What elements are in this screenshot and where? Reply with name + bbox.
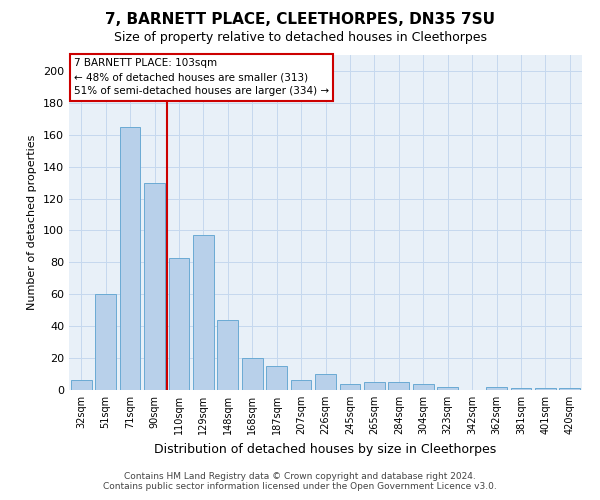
- Bar: [119, 127, 140, 390]
- Bar: [95, 294, 116, 390]
- Bar: [413, 384, 434, 390]
- Bar: [340, 384, 361, 390]
- Bar: [144, 182, 165, 390]
- Y-axis label: Number of detached properties: Number of detached properties: [28, 135, 37, 310]
- Text: 7 BARNETT PLACE: 103sqm
← 48% of detached houses are smaller (313)
51% of semi-d: 7 BARNETT PLACE: 103sqm ← 48% of detache…: [74, 58, 329, 96]
- Text: 7, BARNETT PLACE, CLEETHORPES, DN35 7SU: 7, BARNETT PLACE, CLEETHORPES, DN35 7SU: [105, 12, 495, 28]
- Text: Size of property relative to detached houses in Cleethorpes: Size of property relative to detached ho…: [113, 31, 487, 44]
- X-axis label: Distribution of detached houses by size in Cleethorpes: Distribution of detached houses by size …: [154, 442, 497, 456]
- Bar: [71, 380, 92, 390]
- Bar: [486, 387, 507, 390]
- Bar: [364, 382, 385, 390]
- Bar: [217, 320, 238, 390]
- Bar: [242, 358, 263, 390]
- Bar: [535, 388, 556, 390]
- Bar: [437, 387, 458, 390]
- Text: Contains HM Land Registry data © Crown copyright and database right 2024.
Contai: Contains HM Land Registry data © Crown c…: [103, 472, 497, 491]
- Bar: [266, 366, 287, 390]
- Bar: [559, 388, 580, 390]
- Bar: [388, 382, 409, 390]
- Bar: [193, 236, 214, 390]
- Bar: [511, 388, 532, 390]
- Bar: [315, 374, 336, 390]
- Bar: [290, 380, 311, 390]
- Bar: [169, 258, 190, 390]
